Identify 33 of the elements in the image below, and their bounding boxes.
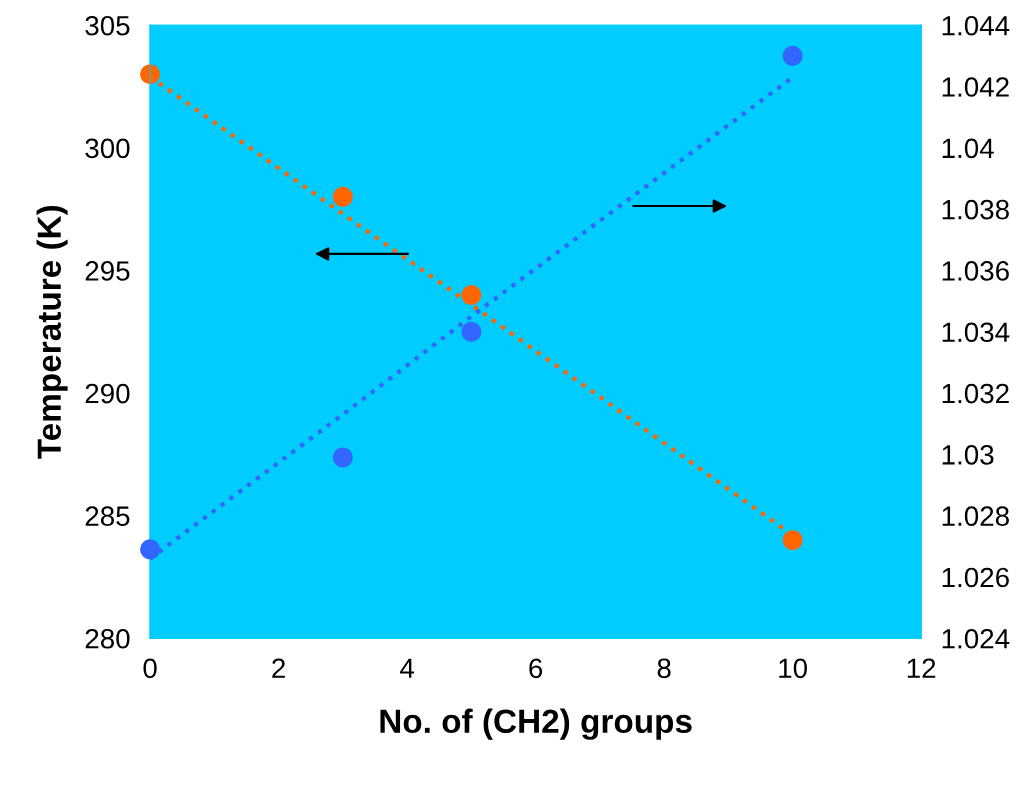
x-tick-label: 4 [400,658,415,678]
point [461,321,482,342]
point [782,530,803,551]
x-tick-label: 8 [657,658,671,679]
point [332,447,353,468]
y2-tick-label: 1.04 [942,138,994,159]
y-axis-title: Temperature (K) [36,205,68,459]
x-tick-label: 10 [779,658,807,679]
y2-tick-label: 1.034 [942,322,1010,343]
x-tick-label: 12 [907,658,936,678]
y-tick-label: 290 [85,383,130,404]
point [461,284,482,305]
y2-tick-label: 1.03 [942,445,994,465]
x-axis-title: No. of (CH2) groups [380,708,692,740]
y-tick-label: 280 [85,628,130,649]
y-tick-label: 300 [85,138,130,159]
point [782,45,803,66]
x-tick-label: 6 [529,658,543,679]
y-tick-label: 285 [85,506,130,527]
y2-tick-label: 1.044 [942,15,1010,36]
point [140,539,161,560]
y-tick-label: 295 [85,261,130,281]
point [332,186,353,207]
y2-tick-label: 1.032 [942,383,1009,404]
x-tick-label: 0 [143,658,157,679]
y2-tick-label: 1.036 [942,261,1009,281]
y2-tick-label: 1.038 [942,199,1009,220]
y2-tick-label: 1.026 [942,567,1009,588]
y2-tick-label: 1.024 [942,628,1010,649]
y2-tick-label: 1.028 [942,506,1009,527]
x-tick-label: 2 [272,658,285,678]
y2-tick-label: 1.042 [942,77,1009,97]
y-tick-label: 305 [85,15,130,36]
